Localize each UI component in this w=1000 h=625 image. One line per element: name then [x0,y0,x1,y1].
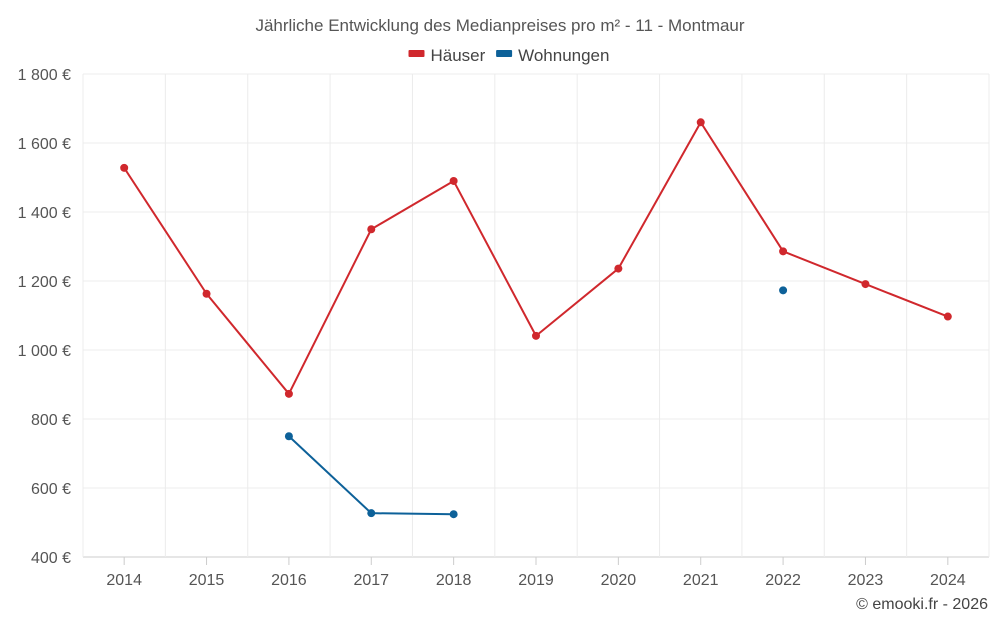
data-point[interactable] [284,389,293,398]
x-tick-label: 2018 [436,572,472,589]
series-line [288,435,454,516]
data-point[interactable] [861,280,870,289]
data-point[interactable] [202,289,211,298]
x-tick-label: 2016 [271,572,307,589]
data-point[interactable] [696,118,705,127]
data-point[interactable] [532,331,540,340]
x-tick-label: 2021 [683,572,719,589]
y-tick-label: 1 200 € [18,274,71,291]
x-tick-label: 2015 [189,572,225,589]
data-point[interactable] [779,286,788,295]
x-tick-label: 2020 [601,572,637,589]
legend-item[interactable]: Wohnungen [496,46,609,65]
legend-label: Wohnungen [518,46,609,65]
x-tick-label: 2023 [848,572,884,589]
y-tick-label: 1 400 € [18,205,71,222]
y-tick-label: 1 800 € [18,67,71,84]
legend-label: Häuser [431,46,486,65]
series-houses [120,118,952,398]
x-tick-label: 2017 [353,572,389,589]
series-apartments [284,286,788,519]
x-tick-label: 2024 [930,572,966,589]
x-axis: 2014 2015 2016 2017 2018 2019 2020 2021 2022 2023… [106,557,966,589]
y-tick-label: 1 000 € [18,343,71,360]
y-tick-label: 1 600 € [18,136,71,153]
grid [82,73,990,558]
data-point[interactable] [779,247,788,256]
y-tick-label: 600 € [31,481,71,498]
data-point[interactable] [284,432,293,441]
data-point[interactable] [449,176,458,185]
series-layer [120,118,952,519]
credit-text: © emooki.fr - 2026 [856,596,988,613]
chart-title: Jährliche Entwicklung des Medianpreises … [255,16,744,35]
x-tick-label: 2022 [765,572,801,589]
x-tick-label: 2019 [518,572,554,589]
y-axis: 400 € 600 € 800 € 1 000 € 1 200 € 1 400 € 1 60… [18,67,71,567]
legend-swatch [496,50,513,57]
data-point[interactable] [367,509,376,518]
legend[interactable]: Häuser Wohnungen [408,46,610,65]
legend-item[interactable]: Häuser [408,46,486,65]
data-point[interactable] [614,264,623,273]
data-point[interactable] [943,312,952,321]
y-tick-label: 400 € [31,550,71,567]
legend-swatch [408,50,425,57]
x-tick-label: 2014 [106,572,142,589]
data-point[interactable] [367,225,376,234]
data-point[interactable] [120,163,129,172]
y-tick-label: 800 € [31,412,71,429]
data-point[interactable] [449,510,458,519]
